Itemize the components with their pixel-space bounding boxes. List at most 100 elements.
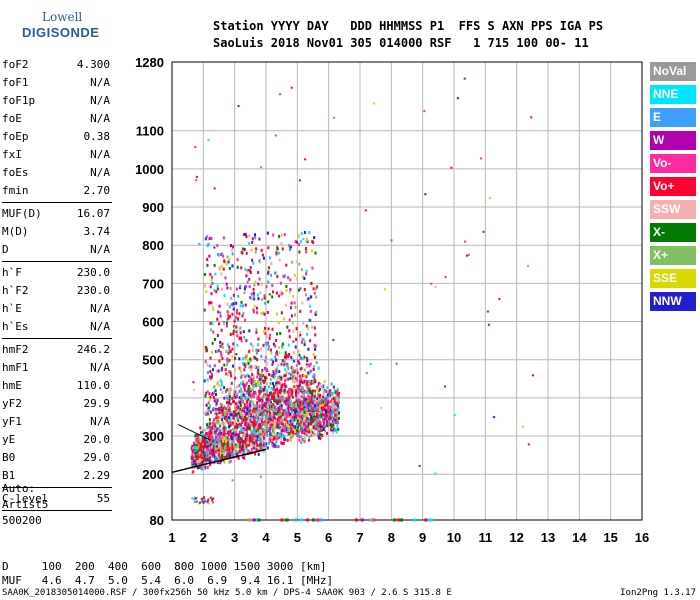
echo-point bbox=[291, 321, 294, 325]
echo-point bbox=[295, 406, 298, 410]
param-value: 230.0 bbox=[76, 284, 110, 297]
echo-point bbox=[299, 423, 302, 427]
echo-point bbox=[304, 401, 307, 405]
param-value: N/A bbox=[90, 76, 110, 89]
echo-point bbox=[236, 258, 239, 262]
echo-point bbox=[245, 417, 248, 421]
echo-point bbox=[303, 276, 306, 280]
echo-point bbox=[299, 309, 302, 313]
echo-point bbox=[271, 405, 274, 409]
echo-point bbox=[395, 362, 398, 365]
echo-point bbox=[199, 445, 202, 449]
echo-point bbox=[289, 376, 292, 380]
echo-point bbox=[224, 276, 227, 280]
echo-point bbox=[261, 418, 264, 422]
echo-point bbox=[202, 429, 205, 433]
echo-point bbox=[309, 407, 312, 411]
echo-point bbox=[234, 395, 237, 399]
echo-point bbox=[254, 280, 257, 284]
echo-point bbox=[201, 432, 204, 436]
echo-point bbox=[327, 409, 330, 412]
echo-point bbox=[225, 429, 228, 433]
echo-point bbox=[228, 460, 231, 464]
echo-point bbox=[209, 431, 212, 435]
echo-point bbox=[318, 395, 321, 399]
echo-point bbox=[208, 418, 211, 422]
echo-point bbox=[307, 408, 310, 412]
echo-point bbox=[255, 429, 258, 433]
echo-point bbox=[240, 266, 243, 270]
echo-point bbox=[280, 290, 283, 294]
echo-point bbox=[223, 426, 226, 430]
echo-point bbox=[263, 432, 266, 436]
echo-point bbox=[281, 292, 284, 296]
echo-point bbox=[267, 385, 270, 389]
echo-point bbox=[248, 439, 251, 443]
echo-point bbox=[369, 518, 373, 522]
echo-point bbox=[262, 407, 265, 411]
echo-point bbox=[220, 452, 223, 456]
echo-point bbox=[254, 379, 257, 383]
echo-point bbox=[255, 410, 258, 414]
echo-point bbox=[252, 430, 255, 434]
param-value: N/A bbox=[90, 166, 110, 179]
echo-point bbox=[219, 387, 222, 391]
echo-point bbox=[253, 391, 256, 395]
echo-point bbox=[331, 429, 334, 433]
param-name: yF2 bbox=[2, 397, 22, 410]
echo-point bbox=[397, 518, 401, 522]
echo-point bbox=[238, 312, 241, 316]
x-tick-label: 8 bbox=[388, 530, 395, 545]
echo-point bbox=[209, 429, 212, 433]
echo-point bbox=[267, 373, 270, 377]
echo-point bbox=[259, 475, 262, 478]
echo-point bbox=[274, 372, 277, 376]
echo-point bbox=[226, 343, 229, 347]
echo-point bbox=[205, 290, 208, 294]
echo-point bbox=[206, 465, 209, 469]
param-name: foEp bbox=[2, 130, 29, 143]
echo-point bbox=[214, 337, 217, 341]
echo-point bbox=[207, 401, 210, 405]
echo-point bbox=[226, 357, 229, 361]
echo-point bbox=[273, 384, 276, 388]
echo-point bbox=[295, 363, 298, 367]
echo-point bbox=[268, 405, 271, 409]
echo-point bbox=[210, 432, 213, 436]
echo-point bbox=[263, 388, 266, 392]
echo-point bbox=[326, 397, 329, 401]
echo-point bbox=[260, 386, 263, 390]
param-name: foEs bbox=[2, 166, 29, 179]
echo-point bbox=[464, 240, 467, 243]
param-name: h`Es bbox=[2, 320, 29, 333]
echo-point bbox=[301, 386, 304, 390]
echo-point bbox=[227, 351, 230, 355]
echo-point bbox=[285, 356, 288, 360]
echo-point bbox=[318, 402, 321, 406]
echo-point bbox=[293, 301, 296, 305]
echo-point bbox=[274, 355, 277, 359]
echo-point bbox=[231, 396, 234, 400]
echo-point bbox=[336, 390, 339, 394]
echo-point bbox=[276, 332, 279, 336]
echo-point bbox=[296, 429, 299, 433]
echo-point bbox=[324, 403, 327, 407]
echo-point bbox=[314, 344, 317, 348]
echo-point bbox=[309, 431, 312, 435]
echo-point bbox=[277, 445, 280, 449]
echo-point bbox=[292, 408, 295, 412]
echo-point bbox=[216, 380, 219, 384]
echo-point bbox=[250, 342, 253, 346]
echo-point bbox=[315, 295, 318, 299]
echo-point bbox=[195, 465, 198, 469]
echo-point bbox=[196, 449, 199, 453]
echo-point bbox=[225, 452, 228, 456]
echo-point bbox=[230, 423, 233, 427]
echo-point bbox=[231, 421, 234, 425]
echo-point bbox=[277, 409, 280, 413]
echo-point bbox=[236, 423, 239, 427]
echo-point bbox=[236, 426, 239, 430]
echo-point bbox=[303, 343, 306, 347]
echo-point bbox=[195, 438, 198, 442]
echo-point bbox=[288, 335, 291, 339]
